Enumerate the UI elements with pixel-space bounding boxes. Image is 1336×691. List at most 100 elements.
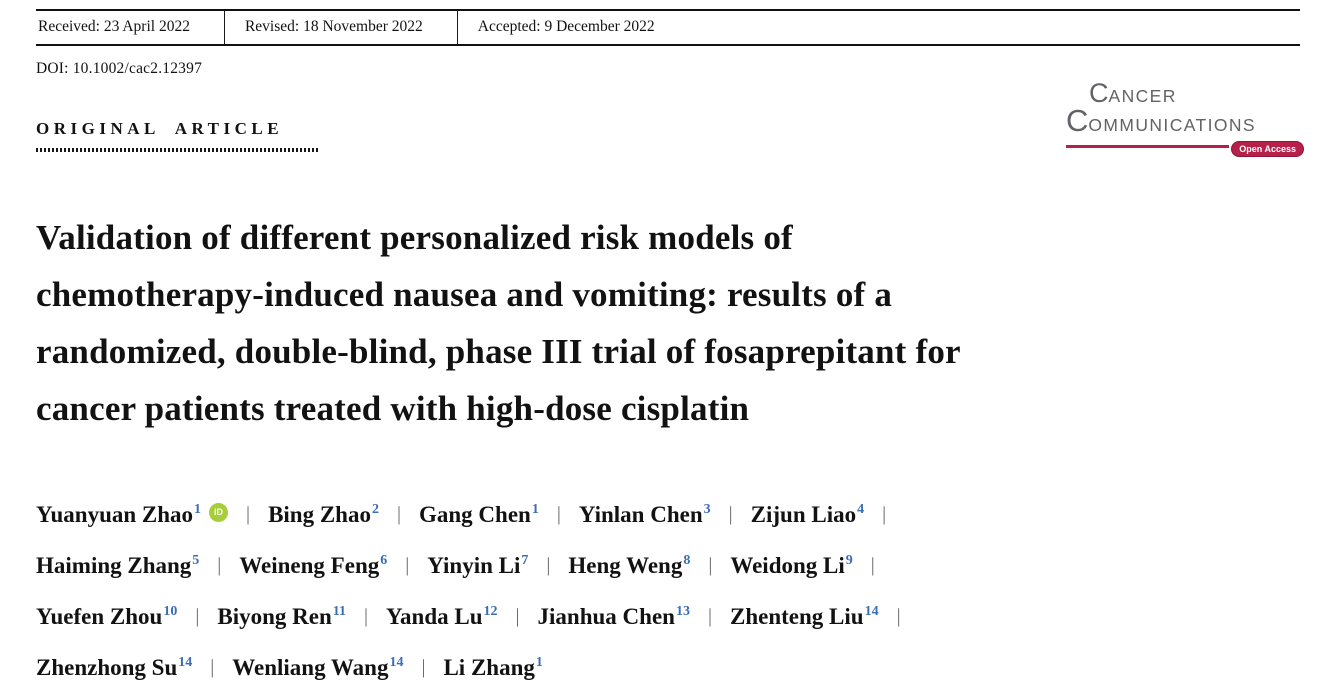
author-line: Haiming Zhang5 | Weineng Feng6 | Yinyin Li7 |… [36,538,1300,589]
author-name: Weineng Feng [239,553,380,578]
author-name: Gang Chen [418,502,531,527]
doi-text: DOI: 10.1002/cac2.12397 [36,60,203,77]
author: Zijun Liao4 [751,502,864,527]
author-superscript: 14 [389,655,404,670]
open-access-badge: Open Access [1231,141,1304,157]
date-received: Received: 23 April 2022 [38,18,190,35]
author-superscript: 1 [535,655,543,670]
author: Li Zhang1 [443,655,542,680]
section-label-underline [36,148,320,152]
author: Zhenzhong Su14 [36,655,192,680]
author-superscript: 7 [521,553,529,568]
author-name: Li Zhang [443,655,535,680]
author: Gang Chen1 [419,502,539,527]
author-separator: | [556,503,561,525]
author-line: Zhenzhong Su14 | Wenliang Wang14 | Li Zhang1 [36,640,1300,691]
author-separator: | [546,554,551,576]
author-separator: | [396,503,401,525]
author-superscript: 8 [683,553,691,568]
journal-logo: CANCER COMMUNICATIONS Open Access [1066,80,1304,157]
top-rule [36,9,1300,11]
author-name: Heng Weng [568,553,683,578]
author-separator: | [882,503,887,525]
title-line: randomized, double-blind, phase III tria… [36,332,961,371]
author: Wenliang Wang14 [232,655,403,680]
author-name: Jianhua Chen [537,604,675,629]
logo-communications-initial: C [1066,103,1089,138]
author-superscript: 6 [380,553,388,568]
author: Biyong Ren11 [217,604,346,629]
author-superscript: 12 [483,604,498,619]
author-separator: | [210,656,215,678]
author-separator: | [870,554,875,576]
author-separator: | [246,503,251,525]
author-separator: | [217,554,222,576]
author-superscript: 2 [371,502,379,517]
author-superscript: 14 [864,604,879,619]
author-separator: | [707,605,712,627]
author-list: Yuanyuan Zhao1 iD | Bing Zhao2 | Gang Chen1 | Y… [36,487,1300,691]
author-separator: | [896,605,901,627]
author-superscript: 1 [194,502,202,517]
author-line: Yuefen Zhou10 | Biyong Ren11 | Yanda Lu12 | Ji… [36,589,1300,640]
author-separator: | [515,605,520,627]
logo-underline-row: Open Access [1066,141,1304,157]
author: Jianhua Chen13 [538,604,690,629]
author-name: Haiming Zhang [36,553,192,578]
author-name: Zhenzhong Su [36,655,178,680]
author-separator: | [728,503,733,525]
section-label-text: ORIGINAL ARTICLE [36,119,284,138]
author-line: Yuanyuan Zhao1 iD | Bing Zhao2 | Gang Chen1 | Y… [36,487,1300,538]
author-name: Wenliang Wang [232,655,389,680]
author-superscript: 3 [703,502,711,517]
article-header-page: Received: 23 April 2022 Revised: 18 Nove… [0,9,1336,687]
author-separator: | [195,605,200,627]
orcid-icon[interactable]: iD [209,502,229,522]
logo-word-communications: COMMUNICATIONS [1066,105,1304,139]
section-label: ORIGINAL ARTICLE [36,119,320,152]
author: Zhenteng Liu14 [730,604,879,629]
author-superscript: 11 [332,604,346,619]
author-superscript: 13 [675,604,690,619]
author: Weineng Feng6 [239,553,387,578]
author-name: Zhenteng Liu [729,604,864,629]
date-accepted: Accepted: 9 December 2022 [456,11,689,44]
author-superscript: 4 [857,502,865,517]
date-revised: Revised: 18 November 2022 [223,11,457,44]
logo-cancer-initial: C [1089,78,1109,108]
author-name: Biyong Ren [217,604,332,629]
author-separator: | [405,554,410,576]
author-name: Yuefen Zhou [36,604,163,629]
author-name: Zijun Liao [750,502,857,527]
title-line: Validation of different personalized ris… [36,218,793,257]
author-name: Bing Zhao [268,502,371,527]
author-name: Yinlan Chen [578,502,703,527]
title-line: cancer patients treated with high-dose c… [36,389,750,428]
author-superscript: 10 [163,604,178,619]
author-superscript: 9 [845,553,853,568]
author-separator: | [421,656,426,678]
author-separator: | [363,605,368,627]
author-name: Weidong Li [730,553,845,578]
author: Weidong Li9 [730,553,852,578]
article-title: Validation of different personalized ris… [36,209,1300,437]
author: Yuanyuan Zhao1 iD [36,502,229,527]
header-dates-bar: Received: 23 April 2022 Revised: 18 Nove… [36,11,1300,44]
author: Yinlan Chen3 [579,502,711,527]
title-line: chemotherapy-induced nausea and vomiting… [36,275,893,314]
author-separator: | [708,554,713,576]
author: Yuefen Zhou10 [36,604,177,629]
author: Haiming Zhang5 [36,553,199,578]
dates-bottom-rule [36,44,1300,46]
author-name: Yuanyuan Zhao [36,502,194,527]
author-superscript: 5 [192,553,200,568]
author-name: Yanda Lu [386,604,483,629]
author-superscript: 14 [178,655,193,670]
author-superscript: 1 [531,502,539,517]
logo-cancer-rest: ANCER [1108,86,1177,106]
author: Bing Zhao2 [268,502,379,527]
logo-word-cancer: CANCER [1089,80,1304,108]
logo-communications-rest: OMMUNICATIONS [1088,115,1256,135]
author: Yinyin Li7 [427,553,528,578]
author-name: Yinyin Li [427,553,521,578]
